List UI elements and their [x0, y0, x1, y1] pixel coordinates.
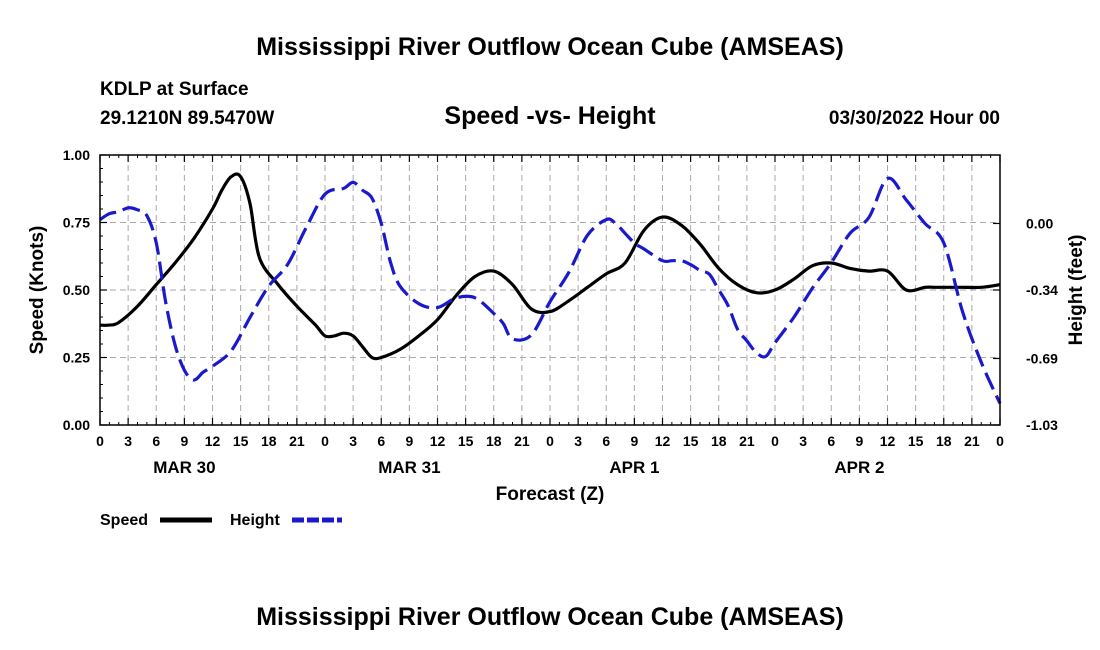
run-time-label: 03/30/2022 Hour 00	[829, 108, 1000, 129]
x-tick-label: 0	[771, 433, 779, 449]
x-tick-label: 9	[405, 433, 413, 449]
y-right-tick-label: -1.03	[1026, 417, 1058, 433]
x-tick-label: 0	[546, 433, 554, 449]
x-tick-label: 3	[799, 433, 807, 449]
x-axis-label: Forecast (Z)	[496, 484, 605, 505]
x-tick-label: 6	[827, 433, 835, 449]
x-tick-label: 6	[377, 433, 385, 449]
legend-height-label: Height	[230, 512, 280, 529]
x-tick-label: 9	[180, 433, 188, 449]
y-right-tick-label: 0.00	[1026, 215, 1053, 231]
x-tick-label: 12	[655, 433, 671, 449]
x-tick-label: 21	[289, 433, 305, 449]
x-tick-label: 15	[683, 433, 699, 449]
y-left-tick-label: 0.50	[63, 282, 90, 298]
x-tick-label: 21	[514, 433, 530, 449]
x-tick-label: 18	[261, 433, 277, 449]
y-left-tick-label: 0.00	[63, 417, 90, 433]
y-left-tick-label: 1.00	[63, 147, 90, 163]
ticks	[99, 154, 1001, 426]
x-tick-label: 21	[964, 433, 980, 449]
x-tick-label: 6	[602, 433, 610, 449]
x-tick-label: 3	[574, 433, 582, 449]
series-lines	[99, 172, 1002, 405]
y-axis-right-label: Height (feet)	[1066, 235, 1087, 346]
x-date-label: APR 2	[834, 458, 884, 477]
x-tick-label: 0	[321, 433, 329, 449]
x-tick-label: 0	[996, 433, 1004, 449]
x-tick-label: 21	[739, 433, 755, 449]
speed-series-line	[99, 172, 1001, 361]
x-tick-label: 9	[630, 433, 638, 449]
x-tick-label: 15	[458, 433, 474, 449]
y-right-tick-label: -0.69	[1026, 350, 1058, 366]
x-tick-label: 15	[233, 433, 249, 449]
y-left-tick-label: 0.75	[63, 215, 90, 231]
x-tick-label: 6	[152, 433, 160, 449]
height-series-line	[99, 176, 1002, 405]
y-axis-left-label: Speed (Knots)	[27, 226, 48, 355]
x-tick-label: 3	[124, 433, 132, 449]
station-label: KDLP at Surface	[100, 79, 249, 100]
legend: Speed Height	[100, 512, 342, 529]
footer-title: Mississippi River Outflow Ocean Cube (AM…	[256, 603, 844, 631]
x-tick-label: 12	[205, 433, 221, 449]
x-tick-label: 12	[430, 433, 446, 449]
y-right-tick-label: -0.34	[1026, 282, 1058, 298]
x-tick-label: 18	[711, 433, 727, 449]
x-tick-label: 0	[96, 433, 104, 449]
chart-title: Mississippi River Outflow Ocean Cube (AM…	[256, 33, 844, 61]
grid	[100, 155, 1000, 425]
legend-speed-label: Speed	[100, 512, 148, 529]
x-tick-label: 9	[855, 433, 863, 449]
x-date-label: MAR 31	[378, 458, 440, 477]
x-tick-label: 15	[908, 433, 924, 449]
x-tick-label: 3	[349, 433, 357, 449]
location-label: 29.1210N 89.5470W	[100, 108, 274, 129]
chart-subtitle: Speed -vs- Height	[444, 102, 656, 130]
tick-labels: 0 3 6 9 12 15 18 21 0 3 6 9 12 15 18 21 0 3 6 9 12 15 18 21 0 3 6 9…	[63, 147, 1058, 477]
x-tick-label: 12	[880, 433, 896, 449]
y-left-tick-label: 0.25	[63, 350, 90, 366]
x-date-label: MAR 30	[153, 458, 215, 477]
x-tick-label: 18	[486, 433, 502, 449]
x-date-label: APR 1	[609, 458, 659, 477]
x-tick-label: 18	[936, 433, 952, 449]
